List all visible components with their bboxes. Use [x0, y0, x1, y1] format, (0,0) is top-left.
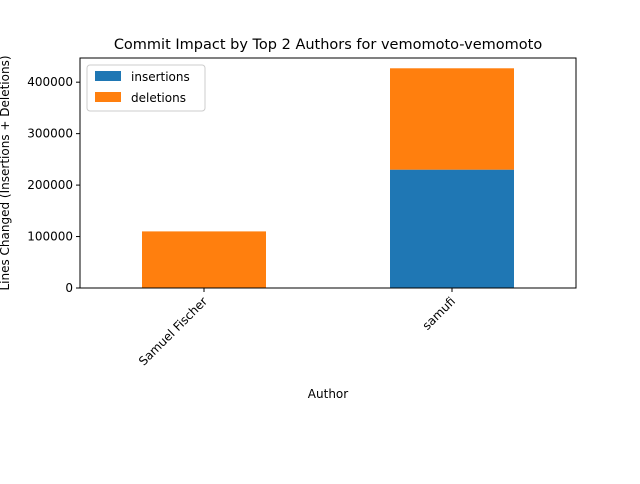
chart-title: Commit Impact by Top 2 Authors for vemom…: [114, 37, 543, 53]
y-tick-label: 200000: [27, 178, 73, 192]
y-ticks-group: 0 100000 200000 300000 400000: [27, 75, 80, 295]
y-tick-label: 400000: [27, 75, 73, 89]
legend-label-insertions: insertions: [131, 70, 190, 84]
y-tick-label: 100000: [27, 230, 73, 244]
legend-swatch-deletions: [95, 92, 121, 102]
bars-group: [142, 68, 514, 288]
legend-swatch-insertions: [95, 71, 121, 81]
bar-deletions-1: [390, 68, 514, 170]
x-axis-label: Author: [308, 387, 348, 401]
y-tick-label: 0: [65, 281, 73, 295]
bar-deletions-0: [142, 231, 266, 288]
legend-label-deletions: deletions: [131, 91, 186, 105]
plot-frame: [79, 57, 577, 289]
bar-insertions-1: [390, 169, 514, 288]
y-axis-label: Lines Changed (Insertions + Deletions): [0, 55, 12, 290]
legend: insertions deletions: [86, 64, 206, 112]
y-tick-label: 300000: [27, 127, 73, 141]
